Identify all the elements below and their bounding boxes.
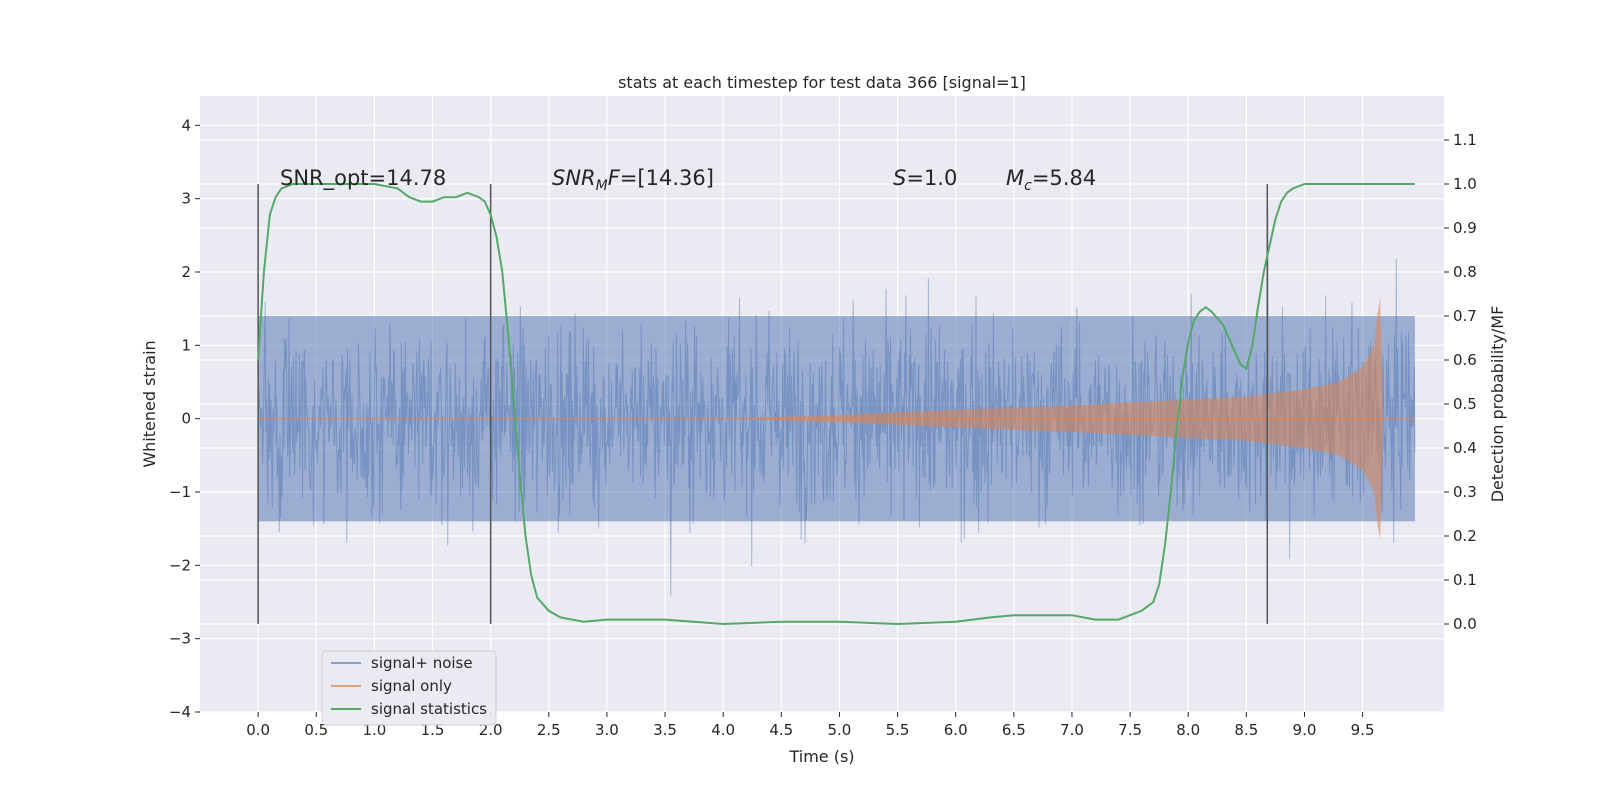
legend-box	[321, 650, 497, 726]
y-tick-label: 1	[181, 336, 191, 354]
snr-mf-tail: F	[608, 166, 621, 190]
annotation-mc: Mc=5.84	[1006, 166, 1096, 194]
y2-tick-label: 0.7	[1453, 307, 1477, 325]
y2-tick-label: 0.4	[1453, 439, 1477, 457]
x-tick-label: 0.0	[246, 721, 270, 739]
y2-tick-label: 0.0	[1453, 615, 1477, 633]
y-tick-label: −4	[169, 703, 191, 721]
snr-mf-base: SNR	[552, 166, 596, 190]
y2-tick-label: 0.1	[1453, 571, 1477, 589]
annotation-s: S=1.0	[893, 166, 957, 190]
signal-only-series	[258, 296, 1415, 541]
y2-tick-label: 1.0	[1453, 175, 1477, 193]
mc-value: =5.84	[1032, 166, 1096, 190]
y2-tick-label: 0.5	[1453, 395, 1477, 413]
y2-axis-title: Detection probability/MF	[1488, 306, 1507, 503]
x-tick-label: 7.0	[1060, 721, 1084, 739]
x-axis-title: Time (s)	[788, 747, 854, 766]
legend: signal+ noise signal only signal statist…	[321, 650, 497, 726]
x-tick-label: 9.5	[1351, 721, 1375, 739]
x-tick-label: 0.5	[304, 721, 328, 739]
y-tick-label: −2	[169, 556, 191, 574]
y2-tick-label: 0.8	[1453, 263, 1477, 281]
x-tick-label: 5.5	[886, 721, 910, 739]
y2-tick-label: 0.2	[1453, 527, 1477, 545]
y2-axis-ticks: 0.0 0.1 0.2 0.3 0.4 0.5 0.6 0.7 0.8 0.9 1.0 1.1	[1444, 131, 1477, 633]
x-tick-label: 5.0	[828, 721, 852, 739]
y-tick-label: 0	[181, 410, 191, 428]
x-tick-label: 2.5	[537, 721, 561, 739]
y2-tick-label: 0.3	[1453, 483, 1477, 501]
s-value: =1.0	[906, 166, 957, 190]
x-tick-label: 4.5	[769, 721, 793, 739]
legend-label-noise: signal+ noise	[371, 654, 473, 672]
y2-tick-label: 1.1	[1453, 131, 1477, 149]
snr-mf-value: =[14.36]	[620, 166, 714, 190]
mc-symbol: M	[1006, 166, 1024, 190]
annotation-snr-opt: SNR_opt=14.78	[280, 166, 446, 191]
x-tick-label: 3.5	[653, 721, 677, 739]
y-tick-label: −3	[169, 630, 191, 648]
y-tick-label: 3	[181, 190, 191, 208]
x-tick-label: 8.5	[1234, 721, 1258, 739]
y-tick-label: 4	[181, 116, 191, 134]
y2-tick-label: 0.9	[1453, 219, 1477, 237]
x-tick-label: 7.5	[1118, 721, 1142, 739]
annotation-snr-mf: SNRMF=[14.36]	[552, 166, 714, 194]
x-tick-label: 9.0	[1293, 721, 1317, 739]
legend-label-signal: signal only	[371, 677, 452, 695]
y-axis-title: Whitened strain	[140, 340, 159, 467]
x-tick-label: 6.5	[1002, 721, 1026, 739]
x-tick-label: 3.0	[595, 721, 619, 739]
stats-line	[257, 183, 1415, 626]
y-axis-ticks: −4 −3 −2 −1 0 1 2 3 4	[169, 116, 200, 721]
legend-label-stats: signal statistics	[371, 700, 487, 718]
mc-sub: c	[1024, 178, 1032, 194]
s-symbol: S	[893, 166, 906, 190]
chart-title: stats at each timestep for test data 366…	[618, 73, 1026, 92]
noise-trace	[257, 207, 1416, 596]
y-tick-label: 2	[181, 263, 191, 281]
y2-tick-label: 0.6	[1453, 351, 1477, 369]
x-tick-label: 8.0	[1176, 721, 1200, 739]
signal-statistics-series	[257, 183, 1415, 626]
y-tick-label: −1	[169, 483, 191, 501]
x-tick-label: 4.0	[711, 721, 735, 739]
snr-mf-sub: M	[596, 178, 608, 194]
x-tick-label: 6.0	[944, 721, 968, 739]
